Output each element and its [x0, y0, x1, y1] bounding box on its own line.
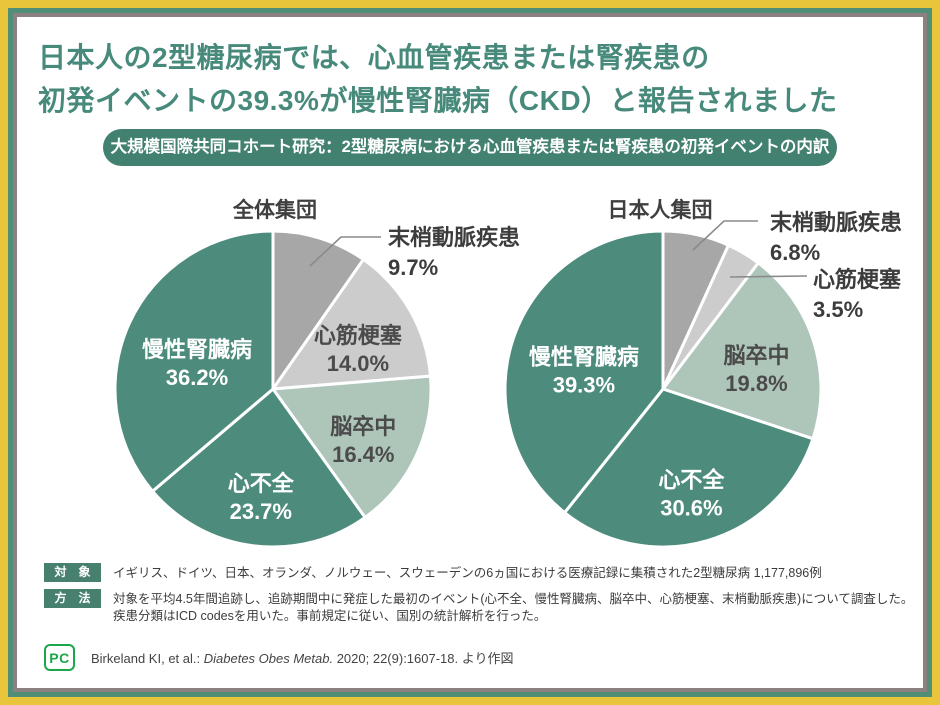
inner-frame-gray: 日本人の2型糖尿病では、心血管疾患または腎疾患の 初発イベントの39.3%が慢性… [13, 13, 927, 692]
pie-0-label-1: 心筋梗塞 14.0% [314, 323, 403, 376]
pie-0-label-4: 慢性腎臓病 36.2% [142, 337, 252, 390]
pie-1-label-3: 心不全 30.6% [658, 467, 725, 520]
pc-logo-icon: PC [44, 644, 75, 671]
pie-0-slice-1 [271, 257, 432, 391]
subject-text-line: イギリス、ドイツ、日本、オランダ、ノルウェー、スウェーデンの6ヵ国における医療記… [113, 566, 822, 580]
pie-1-slice-2 [661, 261, 823, 441]
pie-0-slice-2 [271, 374, 433, 519]
subject-tag: 対 象 [44, 563, 101, 582]
method-tag: 方 法 [44, 589, 101, 608]
pie-1-label-2: 脳卒中 19.8% [723, 343, 789, 396]
method-text: 対象を平均4.5年間追跡し、追跡期間中に発症した最初のイベント(心不全、慢性腎臓… [113, 589, 913, 624]
citation-volume: 2020; 22(9):1607-18. より作図 [333, 651, 514, 666]
pie-1-label-0: 末梢動脈疾患 6.8% [770, 210, 902, 265]
subject-text: イギリス、ドイツ、日本、オランダ、ノルウェー、スウェーデンの6ヵ国における医療記… [113, 563, 822, 582]
pie-0-label-0: 末梢動脈疾患 9.7% [388, 225, 520, 280]
chart-title-1: 日本人集団 [608, 198, 713, 222]
mid-frame-green: 日本人の2型糖尿病では、心血管疾患または腎疾患の 初発イベントの39.3%が慢性… [8, 8, 932, 697]
pie-0-slice-4 [113, 229, 275, 493]
note-row-method: 方 法 対象を平均4.5年間追跡し、追跡期間中に発症した最初のイベント(心不全、… [44, 589, 913, 624]
citation-journal: Diabetes Obes Metab. [203, 651, 334, 666]
pie-0-slice-0 [271, 229, 365, 391]
citation-footer: PC Birkeland KI, et al.: Diabetes Obes M… [44, 644, 513, 671]
pie-1-slice-4 [503, 229, 665, 515]
note-row-subject: 対 象 イギリス、ドイツ、日本、オランダ、ノルウェー、スウェーデンの6ヵ国におけ… [44, 563, 913, 582]
title-line-2: 初発イベントの39.3%が慢性腎臓病（CKD）と報告されました [38, 85, 838, 116]
pie-1-leader-line-1 [729, 275, 808, 278]
citation-authors: Birkeland KI, et al.: [91, 651, 204, 666]
notes-section: 対 象 イギリス、ドイツ、日本、オランダ、ノルウェー、スウェーデンの6ヵ国におけ… [44, 563, 913, 624]
pie-1-label-4: 慢性腎臓病 39.3% [529, 344, 639, 397]
chart-title-0: 全体集団 [232, 198, 317, 222]
method-text-line-1: 対象を平均4.5年間追跡し、追跡期間中に発症した最初のイベント(心不全、慢性腎臓… [113, 592, 914, 606]
pie-0-slice-3 [151, 387, 367, 549]
pie-0-label-2: 脳卒中 16.4% [330, 414, 396, 467]
study-banner: 大規模国際共同コホート研究：2型糖尿病における心血管疾患または腎疾患の初発イベン… [103, 129, 837, 166]
pie-0-label-3: 心不全 23.7% [228, 471, 295, 524]
title-line-1: 日本人の2型糖尿病では、心血管疾患または腎疾患の [38, 42, 710, 73]
page-title: 日本人の2型糖尿病では、心血管疾患または腎疾患の 初発イベントの39.3%が慢性… [38, 36, 838, 122]
method-text-line-2: 疾患分類はICD codesを用いた。事前規定に従い、国別の統計解析を行った。 [113, 608, 547, 623]
citation-text: Birkeland KI, et al.: Diabetes Obes Meta… [91, 648, 513, 667]
pie-1-slice-3 [563, 387, 815, 549]
content-area: 日本人の2型糖尿病では、心血管疾患または腎疾患の 初発イベントの39.3%が慢性… [17, 17, 923, 688]
pie-1-leader-line-0 [692, 220, 758, 251]
pie-1-label-1: 心筋梗塞 3.5% [813, 267, 902, 322]
pie-0-leader-line-0 [309, 236, 381, 267]
